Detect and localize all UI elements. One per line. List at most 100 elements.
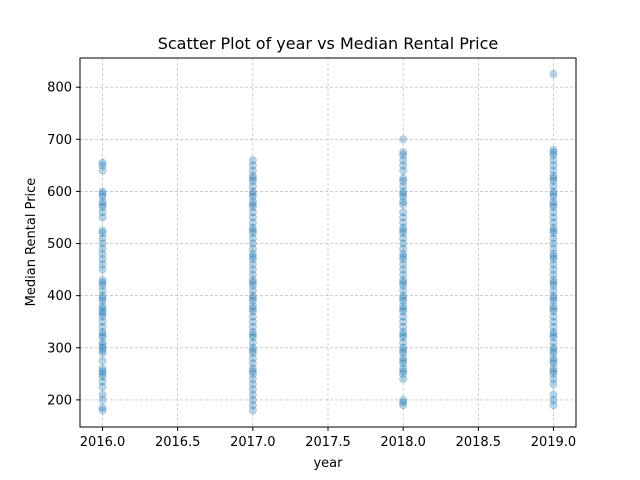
data-point <box>98 276 107 285</box>
data-point <box>98 200 107 209</box>
data-point <box>549 161 558 170</box>
data-point <box>549 208 558 217</box>
data-point <box>248 281 257 290</box>
data-point <box>98 255 107 264</box>
data-point <box>248 265 257 274</box>
data-point <box>549 322 558 331</box>
data-point <box>399 200 408 209</box>
data-point <box>399 244 408 253</box>
data-point <box>399 223 408 232</box>
data-point <box>549 291 558 300</box>
data-point <box>248 312 257 321</box>
data-point <box>248 406 257 415</box>
data-point <box>248 208 257 217</box>
data-point <box>399 197 408 206</box>
data-point <box>399 296 408 305</box>
data-point <box>248 330 257 339</box>
data-point <box>248 333 257 342</box>
data-point <box>549 197 558 206</box>
data-point <box>399 395 408 404</box>
data-point <box>549 364 558 373</box>
data-point <box>399 187 408 196</box>
data-point <box>399 208 408 217</box>
data-point <box>549 375 558 384</box>
y-tick-label: 700 <box>47 133 72 148</box>
data-point <box>399 286 408 295</box>
y-axis-ticks: 200 300 400 500 600 700 800 <box>47 81 80 408</box>
data-point <box>98 377 107 386</box>
data-point <box>248 174 257 183</box>
data-point <box>98 328 107 337</box>
data-point <box>549 333 558 342</box>
data-point <box>399 401 408 410</box>
x-tick-label: 2017.5 <box>305 435 351 450</box>
data-point <box>248 276 257 285</box>
data-point <box>248 190 257 199</box>
data-point <box>248 278 257 287</box>
data-points <box>98 70 558 415</box>
data-point <box>248 252 257 261</box>
data-point <box>248 244 257 253</box>
data-point <box>549 192 558 201</box>
data-point <box>399 150 408 159</box>
data-point <box>549 317 558 326</box>
data-point <box>248 401 257 410</box>
y-tick-label: 400 <box>47 289 72 304</box>
data-point <box>399 367 408 376</box>
y-tick-label: 500 <box>47 237 72 252</box>
data-point <box>98 382 107 391</box>
data-point <box>248 375 257 384</box>
data-point <box>98 333 107 342</box>
data-point <box>399 354 408 363</box>
data-point <box>399 398 408 407</box>
data-point <box>248 380 257 389</box>
data-point <box>248 187 257 196</box>
data-point <box>248 304 257 313</box>
data-point <box>549 296 558 305</box>
data-point <box>549 182 558 191</box>
data-point <box>98 395 107 404</box>
data-point <box>549 276 558 285</box>
data-point <box>248 348 257 357</box>
data-point <box>549 190 558 199</box>
data-point <box>399 281 408 290</box>
data-point <box>399 234 408 243</box>
data-point <box>399 364 408 373</box>
data-point <box>399 276 408 285</box>
data-point <box>399 213 408 222</box>
data-point <box>248 166 257 175</box>
data-point <box>399 249 408 258</box>
data-point <box>399 348 408 357</box>
x-axis-ticks: 2016.0 2016.5 2017.0 2017.5 2018.0 2018.5 2019… <box>80 427 576 450</box>
data-point <box>98 369 107 378</box>
data-point <box>98 338 107 347</box>
data-point <box>549 346 558 355</box>
data-point <box>399 359 408 368</box>
data-point <box>98 406 107 415</box>
data-point <box>549 213 558 222</box>
data-point <box>399 346 408 355</box>
data-point <box>248 270 257 279</box>
data-point <box>399 356 408 365</box>
y-tick-label: 300 <box>47 341 72 356</box>
data-point <box>248 171 257 180</box>
data-point <box>549 200 558 209</box>
data-point <box>549 255 558 264</box>
data-point <box>399 369 408 378</box>
data-point <box>98 341 107 350</box>
data-point <box>98 161 107 170</box>
data-point <box>549 176 558 185</box>
data-point <box>549 281 558 290</box>
data-point <box>98 208 107 217</box>
data-point <box>549 395 558 404</box>
data-point <box>399 176 408 185</box>
data-point <box>549 312 558 321</box>
data-point <box>549 302 558 311</box>
data-point <box>248 291 257 300</box>
data-point <box>98 278 107 287</box>
data-point <box>248 203 257 212</box>
data-point <box>399 375 408 384</box>
data-point <box>549 156 558 165</box>
data-point <box>248 234 257 243</box>
